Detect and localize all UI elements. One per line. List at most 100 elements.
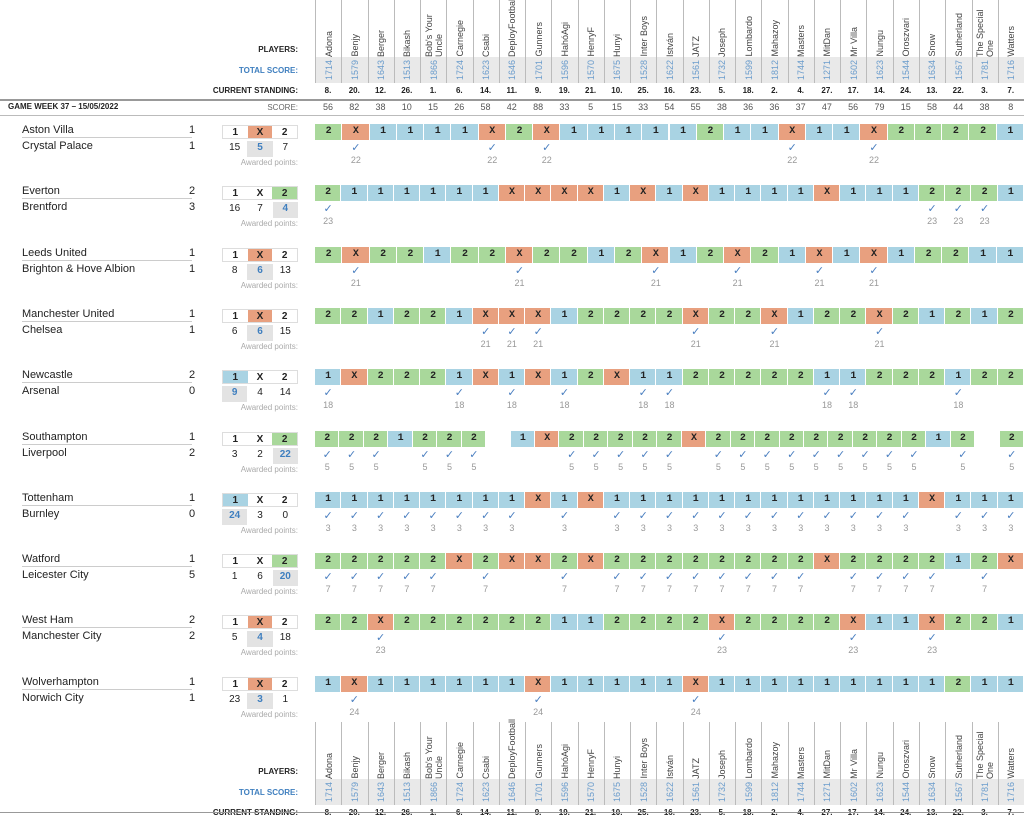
player-pick-cell — [761, 307, 788, 324]
player-total-wrap: 1599 — [744, 779, 754, 805]
player-column-header[interactable]: JATZ 1561 — [682, 0, 709, 83]
player-column-header[interactable]: Bob's Your Uncle 1866 — [420, 722, 446, 805]
awarded-points: 22 — [541, 155, 552, 165]
player-pick-cell — [971, 307, 998, 324]
player-total-wrap: 1724 — [455, 779, 465, 805]
player-column-header[interactable]: Hunyi 1675 — [603, 722, 630, 805]
player-column-header[interactable]: The Special One 1781 — [971, 722, 998, 805]
player-column-header[interactable]: Oroszvari 1544 — [892, 722, 919, 805]
awarded-points: 5 — [764, 461, 770, 472]
player-column-header[interactable]: Masters 1744 — [787, 722, 814, 805]
correct-check-icon: ✓ — [848, 509, 858, 522]
player-pick-cell — [535, 430, 560, 447]
correct-check-icon: ✓ — [717, 509, 727, 522]
outcome-1: 1 — [223, 371, 248, 384]
correct-check-icon: ✓ — [402, 509, 412, 522]
player-column-header[interactable]: István 1622 — [656, 722, 682, 805]
player-column-header[interactable]: Csabi 1623 — [472, 0, 499, 83]
player-name: Lombardo — [743, 16, 754, 57]
player-pick-cell — [682, 369, 709, 386]
player-column-header[interactable]: Hunyi 1675 — [603, 0, 630, 83]
player-column-header[interactable]: The Special One 1781 — [971, 0, 998, 83]
player-column-header[interactable]: Berger 1643 — [367, 0, 394, 83]
player-column-header[interactable]: Gunners 1701 — [525, 0, 551, 83]
player-column-header[interactable]: Sutherland 1567 — [945, 722, 971, 805]
player-pick-cell — [803, 430, 829, 447]
player-name: Mr Villa — [848, 27, 859, 57]
player-column-header[interactable]: Nungu 1623 — [866, 0, 892, 83]
player-name-wrap: Mahazoy — [770, 0, 780, 57]
player-column-header[interactable]: Mr Villa 1602 — [840, 0, 866, 83]
player-column-header[interactable]: Mahazoy 1812 — [761, 722, 787, 805]
player-column-header[interactable]: Inter Boys 1528 — [630, 0, 656, 83]
player-pick-cell — [866, 369, 893, 386]
player-column-header[interactable]: HahóAgi 1596 — [551, 722, 577, 805]
player-column-header[interactable]: MitDan 1271 — [813, 0, 840, 83]
player-column-header[interactable]: Watters 1716 — [997, 722, 1024, 805]
player-column-header[interactable]: Carnegie 1724 — [446, 722, 472, 805]
player-total-wrap: 1567 — [954, 57, 964, 83]
away-team: Norwich City — [22, 691, 84, 704]
player-pick-cell — [472, 553, 499, 570]
player-name: István — [664, 32, 675, 57]
player-column-header[interactable]: DeployFootball 1646 — [498, 0, 525, 83]
player-pick-cell — [315, 185, 342, 202]
player-column-header[interactable]: Joseph 1732 — [708, 0, 735, 83]
correct-check-icon: ✓ — [1006, 509, 1016, 522]
home-team: Wolverhampton — [22, 676, 192, 690]
player-column-header[interactable]: HenryF 1570 — [577, 722, 604, 805]
player-column-header[interactable]: Lombardo 1599 — [735, 722, 761, 805]
player-pick-cell — [341, 307, 368, 324]
player-week-score: 5 — [588, 102, 594, 112]
player-column-header[interactable]: Snow 1634 — [918, 722, 945, 805]
player-column-header[interactable]: Berger 1643 — [367, 722, 394, 805]
player-pick-cell — [396, 124, 425, 140]
player-column-header[interactable]: Masters 1744 — [787, 0, 814, 83]
player-column-header[interactable]: MitDan 1271 — [813, 722, 840, 805]
player-column-header[interactable]: Mr Villa 1602 — [840, 722, 866, 805]
awarded-points: 5 — [1009, 461, 1015, 472]
player-column-header[interactable]: Adona 1714 — [315, 722, 341, 805]
player-column-header[interactable]: Bikash 1513 — [393, 722, 420, 805]
awarded-points: 5 — [862, 461, 868, 472]
player-column-header[interactable]: Bikash 1513 — [393, 0, 420, 83]
player-pick-cell — [498, 675, 526, 692]
player-pick-cell — [420, 675, 447, 692]
player-column-header[interactable]: Oroszvari 1544 — [892, 0, 919, 83]
player-column-header[interactable]: HenryF 1570 — [577, 0, 604, 83]
player-column-header[interactable]: Inter Boys 1528 — [630, 722, 656, 805]
player-pick-cell — [560, 246, 588, 263]
player-pick-cell — [724, 246, 752, 263]
player-column-header[interactable]: Nungu 1623 — [866, 722, 892, 805]
player-column-header[interactable]: Sutherland 1567 — [945, 0, 971, 83]
player-total-wrap: 1643 — [376, 779, 386, 805]
player-column-header[interactable]: JATZ 1561 — [682, 722, 709, 805]
player-column-header[interactable]: Snow 1634 — [918, 0, 945, 83]
player-column-header[interactable]: Carnegie 1724 — [446, 0, 472, 83]
player-column-header[interactable]: HahóAgi 1596 — [551, 0, 577, 83]
player-total-wrap: 1528 — [639, 57, 649, 83]
player-column-header[interactable]: Benjy 1579 — [341, 722, 367, 805]
correct-check-icon: ✓ — [454, 387, 465, 400]
player-column-header[interactable]: Lombardo 1599 — [735, 0, 761, 83]
player-column-header[interactable]: Bob's Your Uncle 1866 — [420, 0, 446, 83]
player-total-wrap: 1646 — [507, 57, 517, 83]
player-column-header[interactable]: Benjy 1579 — [341, 0, 367, 83]
player-column-header[interactable]: DeployFootball 1646 — [498, 719, 525, 805]
correct-check-icon: ✓ — [796, 509, 806, 522]
player-pick-cell — [860, 246, 888, 263]
player-pick-cell — [682, 675, 709, 692]
player-column-header[interactable]: Watters 1716 — [997, 0, 1024, 83]
player-pick-cell — [813, 614, 841, 631]
player-name: Mr Villa — [848, 749, 859, 779]
player-column-header[interactable]: Adona 1714 — [315, 0, 341, 83]
awarded-points: 21 — [650, 277, 661, 288]
player-column-header[interactable]: Mahazoy 1812 — [761, 0, 787, 83]
player-column-header[interactable]: István 1622 — [656, 0, 682, 83]
player-total-wrap: 1724 — [455, 57, 465, 83]
player-column-header[interactable]: Csabi 1623 — [472, 722, 499, 805]
player-column-header[interactable]: Joseph 1732 — [708, 722, 735, 805]
player-week-score: 38 — [979, 102, 990, 112]
player-column-header[interactable]: Gunners 1701 — [525, 722, 551, 805]
